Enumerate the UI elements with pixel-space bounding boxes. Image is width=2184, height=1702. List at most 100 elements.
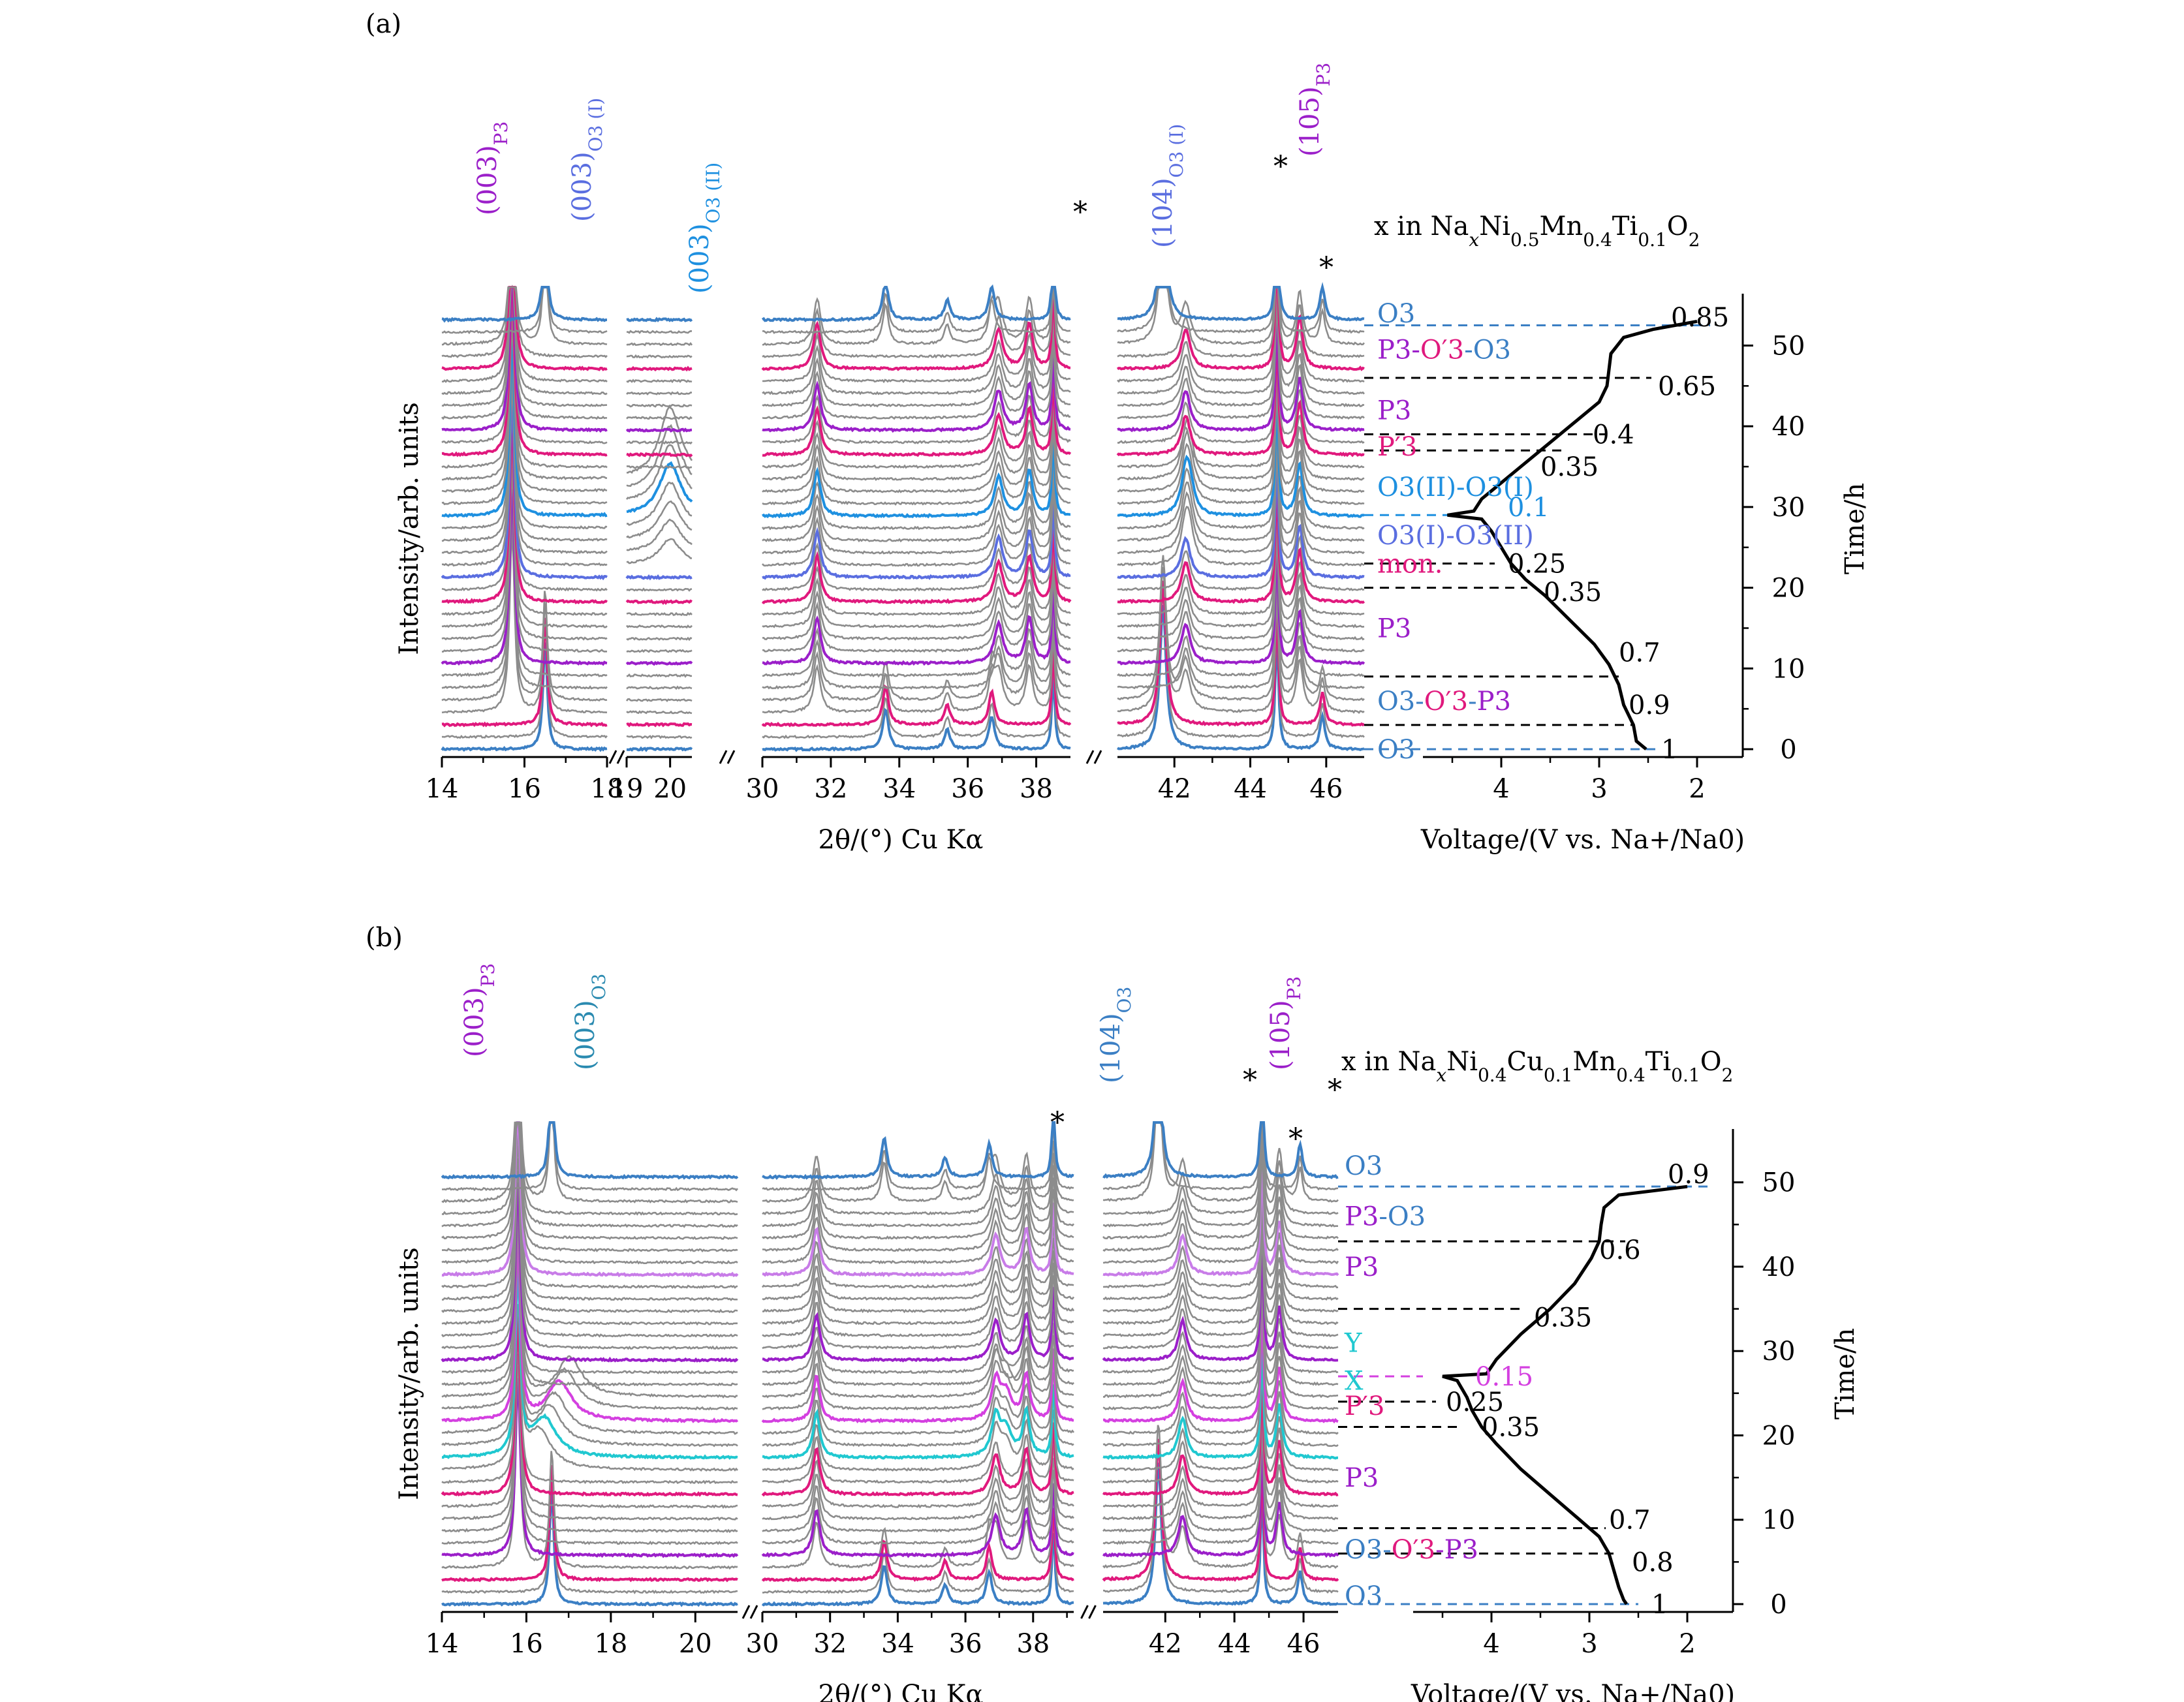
x-value-label: 0.9: [1668, 1160, 1709, 1190]
xrd-pattern-line: [441, 1378, 1339, 1558]
xrd-pattern-line: [441, 286, 1365, 420]
phase-part: mon.: [1377, 549, 1443, 579]
tick-label: 2: [1679, 1629, 1695, 1659]
subscript: O3 (I): [585, 98, 606, 152]
tick-label: 20: [653, 774, 687, 804]
x-value-label: 0.35: [1544, 578, 1602, 608]
phase-label: mon.: [1377, 549, 1443, 579]
phase-part: -: [1468, 687, 1477, 717]
xrd-pattern-line: [441, 1121, 1339, 1216]
xrd-pattern-line: [441, 1206, 1339, 1387]
xrd-pattern-line: [441, 1182, 1339, 1363]
phase-part: O3: [1345, 1151, 1382, 1181]
phase-part: O3(I)-O3(II): [1377, 521, 1534, 551]
xrd-pattern-line: [441, 1278, 1339, 1472]
xrd-pattern-line: [441, 1462, 1339, 1607]
xrd-pattern-line: [441, 286, 1365, 395]
xrd-pattern-line: [441, 1340, 1339, 1521]
text-part: O: [1700, 1047, 1722, 1077]
xrd-pattern-line: [441, 492, 1365, 678]
text-part: (003): [567, 151, 597, 222]
x-value-label: 0.7: [1609, 1506, 1651, 1536]
tick-label: 0: [1770, 1590, 1786, 1620]
text-part: (105): [1295, 86, 1325, 157]
xrd-pattern-line: [441, 1304, 1339, 1485]
phase-part: P3: [1345, 1463, 1379, 1493]
phase-part: O′3: [1392, 1535, 1435, 1565]
xrd-pattern-line: [441, 516, 1365, 702]
subscript: 0.1: [1638, 229, 1667, 251]
phase-part: P′3: [1345, 1391, 1384, 1421]
phase-label: Y: [1344, 1328, 1362, 1358]
tick-label: 18: [594, 1629, 627, 1659]
xrd-pattern-line: [441, 1121, 1338, 1228]
tick-label: 46: [1309, 774, 1343, 804]
phase-part: -: [1382, 1535, 1392, 1565]
voltage-x-label: Voltage/(V vs. Na+/Na0): [1420, 825, 1745, 855]
tick-label: 14: [426, 774, 459, 804]
phase-part: Y: [1344, 1328, 1362, 1358]
xrd-pattern-line: [441, 1121, 1339, 1289]
phase-guides: [1364, 324, 1710, 750]
x-value-label: 0.35: [1534, 1303, 1592, 1333]
xrd-pattern-line: [441, 394, 1365, 581]
axis-break: [1085, 750, 1095, 764]
xrd-pattern-line: [441, 1450, 1339, 1594]
tick-label: 44: [1234, 774, 1267, 804]
xrd-pattern-line: [441, 1239, 1339, 1424]
xrd-pattern-line: [441, 444, 1365, 629]
xrd-pattern-line: [441, 286, 1365, 359]
phase-part: O3: [1345, 1535, 1382, 1565]
phase-part: -: [1464, 335, 1473, 365]
x-value-label: 0.15: [1475, 1362, 1533, 1392]
phase-label: P′3: [1345, 1391, 1384, 1421]
text-part: Ni: [1446, 1047, 1478, 1077]
tick-label: 40: [1772, 412, 1805, 442]
peak-label: (003)P3: [460, 963, 499, 1057]
charge-curve: [1442, 1184, 1688, 1605]
phase-label: P3: [1345, 1252, 1379, 1282]
text-part: Mn: [1540, 211, 1583, 241]
xrd-pattern-line: [441, 593, 1365, 739]
subscript: P3: [1283, 976, 1305, 1000]
xrd-pattern-line: [441, 529, 1365, 715]
text-part: (003): [460, 987, 490, 1057]
subscript: 2: [1721, 1064, 1733, 1086]
phase-part: O′3: [1420, 335, 1464, 365]
x-annotations: 10.80.70.350.250.150.350.60.9: [1446, 1160, 1709, 1620]
xrd-pattern-line: [441, 1158, 1339, 1338]
phase-part: P3: [1345, 1252, 1379, 1282]
tick-label: 18: [591, 774, 624, 804]
text-part: Ti: [1612, 211, 1638, 241]
axis-break: [1093, 750, 1102, 764]
tick-label: 30: [746, 774, 779, 804]
formula-label: x in NaxNi0.5Mn0.4Ti0.1O2: [1374, 211, 1700, 251]
x-value-label: 1: [1651, 1590, 1668, 1620]
tick-label: 32: [813, 1629, 847, 1659]
subscript: P3: [1313, 63, 1334, 87]
phase-part: O3: [1388, 1201, 1426, 1231]
xrd-pattern-line: [441, 1353, 1339, 1534]
text-part: (104): [1148, 178, 1178, 248]
xrd-pattern-line: [441, 320, 1365, 506]
phase-part: O3: [1345, 1581, 1382, 1611]
voltage-x-label: Voltage/(V vs. Na+/Na0): [1411, 1680, 1735, 1702]
phase-label: P3: [1345, 1463, 1379, 1493]
xrd-pattern-line: [441, 1438, 1339, 1583]
tick-label: 20: [1762, 1421, 1796, 1451]
peak-label: (104)O3: [1096, 987, 1135, 1083]
xrd-pattern-line: [441, 308, 1365, 493]
xrd-pattern-line: [441, 467, 1365, 653]
time-y-label: Time/h: [1840, 483, 1870, 574]
tick-label: 3: [1591, 774, 1607, 804]
xrd-pattern-line: [441, 1121, 1339, 1278]
x-value-label: 0.9: [1629, 690, 1670, 720]
phase-label: O3: [1377, 299, 1415, 329]
subscript: P3: [490, 121, 512, 146]
peak-label: (003)O3 (I): [567, 98, 606, 222]
tick-label: 36: [949, 1629, 982, 1659]
x-value-label: 0.1: [1508, 493, 1550, 523]
axis-break: [1080, 1605, 1089, 1619]
